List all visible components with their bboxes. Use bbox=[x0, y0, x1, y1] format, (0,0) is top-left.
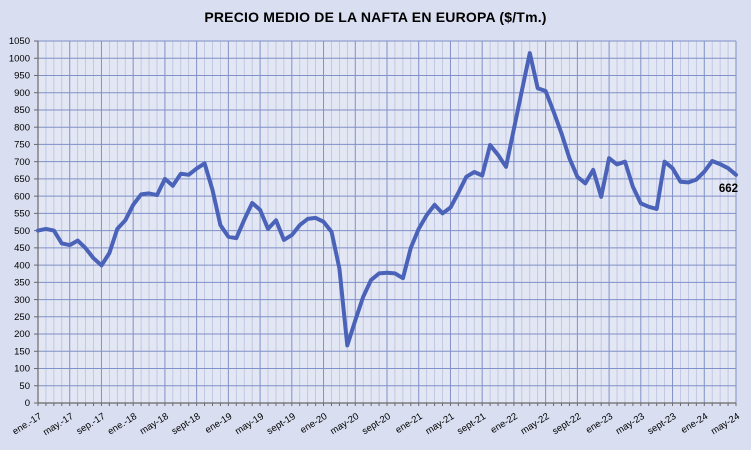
y-tick-label: 850 bbox=[14, 105, 30, 116]
x-tick-label: sep.-17 bbox=[75, 411, 108, 437]
y-tick-label: 150 bbox=[14, 346, 30, 357]
y-tick-label: 250 bbox=[14, 312, 30, 323]
y-tick-label: 500 bbox=[14, 226, 30, 237]
chart-title: PRECIO MEDIO DE LA NAFTA EN EUROPA ($/Tm… bbox=[204, 9, 547, 25]
x-tick-label: may-19 bbox=[233, 411, 266, 437]
x-tick-label: ene-20 bbox=[298, 411, 329, 436]
x-tick-label: sept-23 bbox=[646, 411, 679, 437]
minor-gridlines bbox=[45, 41, 729, 403]
x-tick-label: may-23 bbox=[614, 411, 647, 437]
y-tick-label: 200 bbox=[14, 329, 30, 340]
y-tick-label: 900 bbox=[14, 88, 30, 99]
x-tick-label: ene-23 bbox=[584, 411, 615, 436]
y-tick-label: 550 bbox=[14, 209, 30, 220]
y-tick-label: 450 bbox=[14, 243, 30, 254]
x-tick-label: may-22 bbox=[519, 411, 552, 437]
y-tick-label: 100 bbox=[14, 364, 30, 375]
x-tick-label: may-18 bbox=[138, 411, 171, 437]
x-tick-label: may-21 bbox=[424, 411, 457, 437]
x-tick-label: sept-19 bbox=[265, 411, 298, 437]
major-gridlines bbox=[38, 40, 737, 403]
last-point-data-label: 662 bbox=[719, 183, 738, 195]
axis-lines bbox=[37, 41, 736, 404]
x-tick-label: ene.-17 bbox=[11, 411, 44, 437]
x-tick-label: may-24 bbox=[709, 411, 742, 437]
y-tick-label: 350 bbox=[14, 278, 30, 289]
y-tick-label: 600 bbox=[14, 191, 30, 202]
x-tick-label: sept-20 bbox=[360, 411, 393, 437]
y-tick-label: 50 bbox=[19, 381, 30, 392]
y-tick-label: 1050 bbox=[9, 36, 30, 47]
y-tick-label: 650 bbox=[14, 174, 30, 185]
y-tick-label: 0 bbox=[25, 398, 30, 409]
x-tick-label: ene-24 bbox=[679, 411, 710, 436]
y-axis-tick-labels: 0 50 100 150 200 250 300 350 400 450 500 550 600 650 7… bbox=[9, 36, 30, 409]
x-tick-label: ene.-18 bbox=[106, 411, 139, 437]
y-tick-label: 750 bbox=[14, 140, 30, 151]
y-tick-label: 800 bbox=[14, 122, 30, 133]
y-tick-label: 400 bbox=[14, 260, 30, 271]
x-tick-label: ene-21 bbox=[394, 411, 425, 436]
x-tick-label: ene-22 bbox=[489, 411, 520, 436]
y-tick-label: 1000 bbox=[9, 53, 30, 64]
y-tick-label: 300 bbox=[14, 295, 30, 306]
x-tick-label: sept-22 bbox=[550, 411, 583, 437]
price-series-line bbox=[36, 51, 738, 348]
x-tick-label: ene-19 bbox=[203, 411, 234, 436]
x-tick-label: sept-21 bbox=[455, 411, 488, 437]
x-tick-label: may-20 bbox=[328, 411, 361, 437]
x-tick-label: may.-17 bbox=[41, 411, 75, 438]
y-tick-label: 700 bbox=[14, 157, 30, 168]
x-tick-label: sept-18 bbox=[170, 411, 203, 437]
y-tick-label: 950 bbox=[14, 71, 30, 82]
